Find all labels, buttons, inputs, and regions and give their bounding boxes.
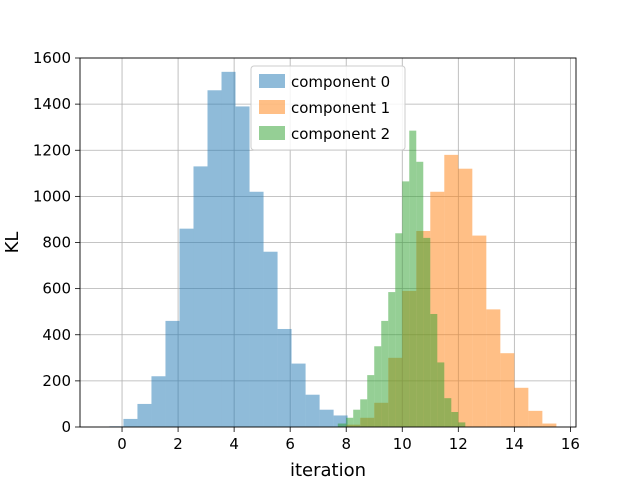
histogram-bars: [109, 71, 557, 428]
axis-ticks: 0 2 4 6 8 10 12 14 16 0 200 400 600 800 1000 1200 1400 16…: [33, 49, 580, 453]
legend-swatch: [259, 100, 285, 114]
y-tick-label: 800: [42, 234, 71, 252]
histogram-bar: [381, 320, 389, 427]
histogram-bar: [486, 309, 501, 427]
y-tick-label: 0: [61, 418, 71, 436]
histogram-bar: [291, 363, 306, 427]
histogram-bar: [207, 90, 222, 427]
histogram-bar: [444, 154, 459, 428]
x-tick-label: 2: [173, 435, 183, 453]
histogram-bar: [542, 423, 557, 427]
histogram-bar: [235, 106, 250, 428]
legend: component 0 component 1 component 2: [250, 65, 406, 151]
histogram-bar: [165, 320, 180, 427]
y-tick-label: 200: [42, 372, 71, 390]
histogram-bar: [137, 403, 152, 427]
histogram-bar: [451, 412, 459, 427]
x-tick-label: 0: [117, 435, 127, 453]
x-tick-label: 10: [393, 435, 412, 453]
y-axis-label: KL: [2, 232, 23, 254]
histogram-bar: [360, 399, 368, 427]
histogram-bar: [430, 313, 438, 427]
x-axis-label: iteration: [290, 460, 366, 480]
legend-label: component 0: [291, 73, 390, 91]
x-tick-label: 16: [561, 435, 580, 453]
histogram-bar: [263, 251, 278, 427]
histogram-bar: [277, 328, 292, 427]
histogram-bar: [151, 376, 166, 427]
x-tick-label: 14: [505, 435, 524, 453]
legend-swatch: [259, 74, 285, 88]
y-tick-label: 1000: [33, 187, 71, 205]
histogram-bar: [402, 181, 410, 427]
histogram-bar: [346, 417, 354, 427]
histogram-bar: [472, 235, 487, 427]
x-tick-label: 12: [449, 435, 468, 453]
histogram-bar: [458, 422, 466, 427]
histogram-bar: [353, 409, 361, 427]
histogram-bar: [388, 292, 396, 427]
x-tick-label: 6: [285, 435, 295, 453]
x-tick-label: 8: [341, 435, 351, 453]
legend-label: component 2: [291, 125, 390, 143]
legend-box: [250, 65, 406, 151]
histogram-bar: [367, 375, 375, 427]
y-tick-label: 600: [42, 280, 71, 298]
histogram-bar: [423, 237, 431, 427]
histogram-bar: [123, 418, 138, 427]
legend-label: component 1: [291, 99, 390, 117]
histogram-bar: [458, 168, 473, 427]
histogram-bar: [179, 228, 194, 427]
histogram-bar: [514, 387, 529, 427]
series-0-bars: [109, 71, 348, 428]
histogram-bar: [437, 362, 445, 427]
histogram-bar: [409, 130, 417, 427]
histogram-bar: [333, 415, 348, 427]
histogram-bar: [500, 353, 515, 427]
series-2-bars: [337, 130, 466, 427]
y-tick-label: 1200: [33, 141, 71, 159]
histogram-bar: [221, 71, 236, 428]
histogram-bar: [249, 191, 264, 427]
histogram-bar: [319, 409, 334, 427]
histogram-bar: [528, 410, 543, 427]
legend-swatch: [259, 126, 285, 140]
histogram-bar: [337, 423, 347, 427]
histogram-bar: [193, 166, 208, 428]
histogram-bar: [395, 233, 403, 427]
y-tick-label: 1600: [33, 49, 71, 67]
histogram-bar: [444, 398, 452, 427]
histogram-bar: [374, 346, 382, 427]
y-tick-label: 1400: [33, 95, 71, 113]
histogram-bar: [305, 394, 320, 427]
histogram-bar: [416, 161, 424, 427]
x-tick-label: 4: [229, 435, 239, 453]
y-tick-label: 400: [42, 326, 71, 344]
